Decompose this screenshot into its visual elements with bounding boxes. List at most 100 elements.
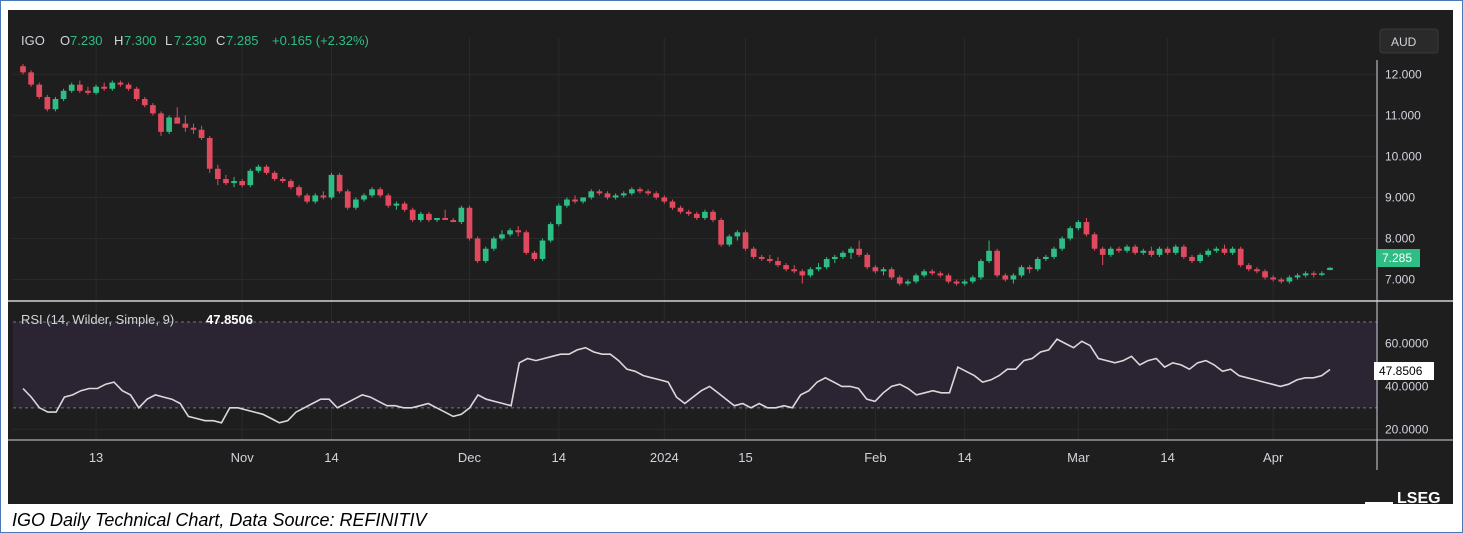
legend-c-label: C	[216, 33, 225, 48]
candle-body	[880, 269, 887, 272]
candle-body	[1286, 277, 1293, 282]
candle-body	[726, 236, 733, 245]
candle-body	[815, 267, 822, 270]
candle-body	[44, 96, 51, 110]
candle-body	[474, 238, 481, 262]
candle-body	[28, 72, 34, 85]
x-tick-label: Mar	[1067, 450, 1090, 465]
candle-body	[1116, 248, 1122, 251]
candle-body	[986, 250, 992, 262]
candle-body	[734, 232, 741, 237]
candle-body	[1310, 273, 1317, 275]
candle-body	[1002, 275, 1009, 280]
candle-body	[969, 277, 976, 282]
candle-body	[499, 234, 505, 239]
candle-body	[312, 195, 319, 202]
candle-body	[872, 267, 879, 272]
candle-body	[426, 213, 432, 221]
legend-l-value: 7.230	[174, 33, 207, 48]
candle-body	[1319, 273, 1325, 275]
candle-body	[182, 123, 189, 128]
candle-body	[637, 189, 643, 192]
candle-body	[231, 181, 237, 184]
candle-body	[905, 281, 911, 284]
candle-body	[937, 273, 944, 276]
candle-body	[1043, 256, 1049, 259]
candle-body	[775, 261, 781, 266]
candle-body	[401, 203, 408, 210]
candle-body	[856, 248, 862, 255]
candle-body	[1010, 275, 1017, 280]
candle-body	[945, 275, 952, 282]
candle-body	[482, 248, 489, 262]
last-price-label: 7.285	[1382, 251, 1412, 265]
candle-body	[60, 90, 67, 100]
candle-body	[247, 170, 254, 186]
candle-body	[1221, 248, 1228, 253]
candle-body	[344, 191, 351, 208]
candle-body	[1034, 258, 1041, 270]
candle-body	[896, 277, 903, 284]
currency-button[interactable]	[1379, 28, 1439, 54]
price-y-tick-label: 12.000	[1385, 67, 1422, 81]
rsi-y-tick-label: 20.0000	[1385, 422, 1429, 436]
x-tick-label: Dec	[458, 450, 482, 465]
rsi-title: RSI (14, Wilder, Simple, 9)	[21, 312, 174, 327]
candle-body	[450, 220, 457, 223]
price-y-tick-label: 11.000	[1385, 108, 1421, 122]
candle-body	[953, 281, 960, 284]
lseg-logo-text: LSEG	[1397, 490, 1441, 507]
candle-body	[564, 199, 570, 206]
price-y-tick-label: 7.000	[1385, 272, 1415, 286]
candle-body	[1245, 265, 1252, 270]
candle-body	[1270, 277, 1277, 280]
candle-body	[85, 90, 91, 93]
candle-body	[361, 195, 367, 200]
candle-body	[523, 232, 530, 253]
candle-body	[328, 174, 335, 198]
candle-body	[296, 187, 302, 196]
legend-l-label: L	[165, 33, 172, 48]
candle-body	[409, 209, 416, 221]
currency-label: AUD	[1391, 35, 1417, 49]
candle-body	[661, 197, 668, 202]
candle-body	[750, 248, 757, 257]
candle-body	[434, 217, 440, 221]
candle-body	[150, 105, 156, 114]
candle-body	[645, 191, 651, 194]
candle-body	[1059, 238, 1065, 249]
candle-body	[1075, 222, 1082, 229]
candles	[20, 64, 1333, 286]
candle-body	[263, 166, 270, 173]
candle-body	[799, 271, 806, 276]
candle-body	[1237, 248, 1244, 266]
candle-body	[791, 269, 798, 272]
lseg-logo: LSEG	[1365, 488, 1441, 508]
candle-body	[1197, 254, 1203, 262]
candle-body	[239, 181, 246, 186]
candle-body	[279, 179, 286, 182]
candle-body	[1278, 279, 1285, 282]
x-tick-label: 14	[1160, 450, 1174, 465]
candle-body	[604, 193, 611, 198]
candle-body	[515, 230, 522, 233]
candle-body	[442, 217, 448, 221]
x-tick-label: 14	[552, 450, 566, 465]
rsi-line	[22, 338, 1331, 424]
candle-body	[1229, 248, 1236, 253]
candle-body	[807, 269, 814, 276]
candle-body	[198, 129, 205, 138]
candle-body	[76, 84, 83, 91]
legend-symbol: IGO	[21, 33, 45, 48]
candle-body	[385, 195, 392, 206]
candle-body	[1164, 248, 1171, 253]
candle-body	[1099, 248, 1106, 255]
candle-body	[377, 189, 384, 196]
candle-body	[1294, 275, 1301, 278]
candle-body	[1205, 250, 1212, 255]
candle-body	[369, 189, 375, 196]
candle-body	[166, 117, 172, 132]
candle-body	[783, 265, 789, 270]
candle-body	[547, 224, 554, 241]
chart-svg: 13 Nov 14 Dec 14 2024 15 Feb 14 Mar 14 Apr 12.000 11.…	[8, 28, 1453, 470]
